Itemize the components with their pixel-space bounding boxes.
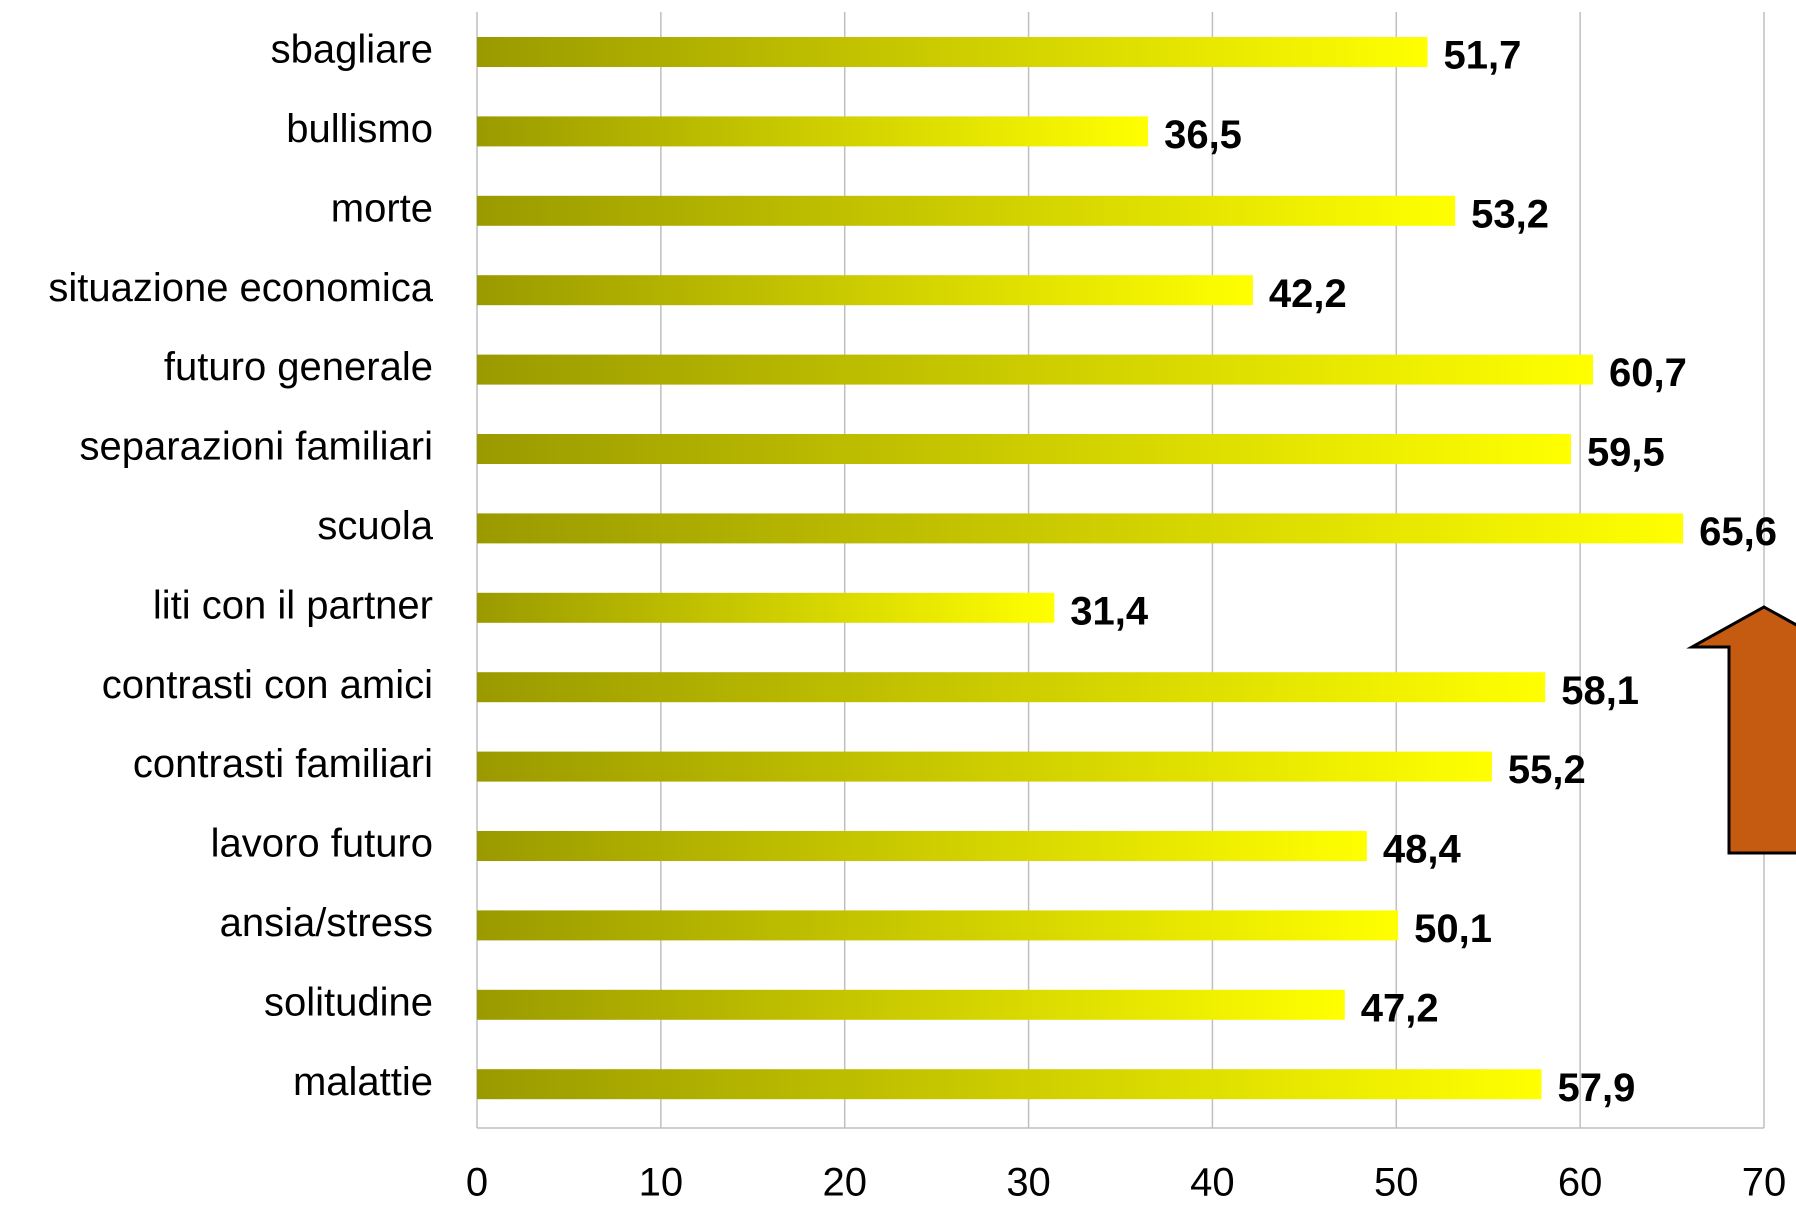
bar [477, 672, 1546, 703]
data-label: 47,2 [1361, 986, 1439, 1030]
bar [477, 831, 1367, 861]
y-tick-label: situazione economica [48, 266, 433, 310]
x-tick-label: 70 [1742, 1161, 1787, 1205]
bar [477, 989, 1345, 1020]
y-tick-label: bullismo [286, 107, 433, 151]
bar [477, 910, 1399, 941]
data-label: 50,1 [1414, 907, 1492, 951]
y-tick-label: liti con il partner [153, 583, 433, 627]
data-label: 36,5 [1164, 113, 1242, 157]
bar [477, 354, 1594, 385]
y-tick-label: morte [331, 186, 433, 230]
y-tick-label: contrasti familiari [133, 742, 433, 786]
bar [477, 434, 1571, 464]
x-tick-label: 20 [822, 1161, 867, 1205]
y-tick-label: contrasti con amici [102, 663, 433, 707]
y-tick-label: sbagliare [271, 28, 433, 72]
x-tick-label: 0 [466, 1161, 488, 1205]
bar [477, 1069, 1542, 1100]
data-label: 42,2 [1269, 272, 1347, 316]
bar [477, 275, 1253, 306]
data-label: 55,2 [1508, 748, 1586, 792]
data-label: 48,4 [1383, 828, 1462, 872]
y-tick-label: solitudine [264, 980, 433, 1024]
data-label: 57,9 [1558, 1066, 1636, 1110]
data-label: 53,2 [1471, 192, 1549, 236]
bar [477, 116, 1149, 147]
bar [477, 513, 1684, 544]
x-tick-label: 60 [1558, 1161, 1603, 1205]
data-label: 60,7 [1609, 351, 1687, 395]
data-label: 51,7 [1444, 34, 1522, 78]
y-tick-label: lavoro futuro [211, 822, 433, 866]
x-tick-label: 10 [639, 1161, 684, 1205]
data-label: 31,4 [1070, 589, 1149, 633]
data-label: 59,5 [1587, 431, 1665, 475]
grid: 0 10 20 30 40 50 60 70 [466, 12, 1786, 1205]
y-tick-label: separazioni familiari [80, 425, 433, 469]
arrow [1686, 605, 1796, 855]
data-label: 58,1 [1561, 669, 1639, 713]
bar [477, 592, 1055, 623]
x-tick-label: 50 [1374, 1161, 1419, 1205]
y-tick-label: ansia/stress [220, 901, 433, 945]
bars: sbagliare 51,7 bullismo 36,5 morte 53,2 situaz… [48, 28, 1777, 1110]
bar [477, 37, 1428, 67]
y-tick-label: malattie [293, 1060, 433, 1104]
y-tick-label: futuro generale [164, 345, 433, 389]
bar [477, 195, 1456, 226]
data-label: 65,6 [1699, 510, 1777, 554]
x-tick-label: 40 [1190, 1161, 1235, 1205]
y-tick-label: scuola [317, 504, 433, 548]
bar [477, 751, 1492, 782]
x-tick-label: 30 [1006, 1161, 1051, 1205]
